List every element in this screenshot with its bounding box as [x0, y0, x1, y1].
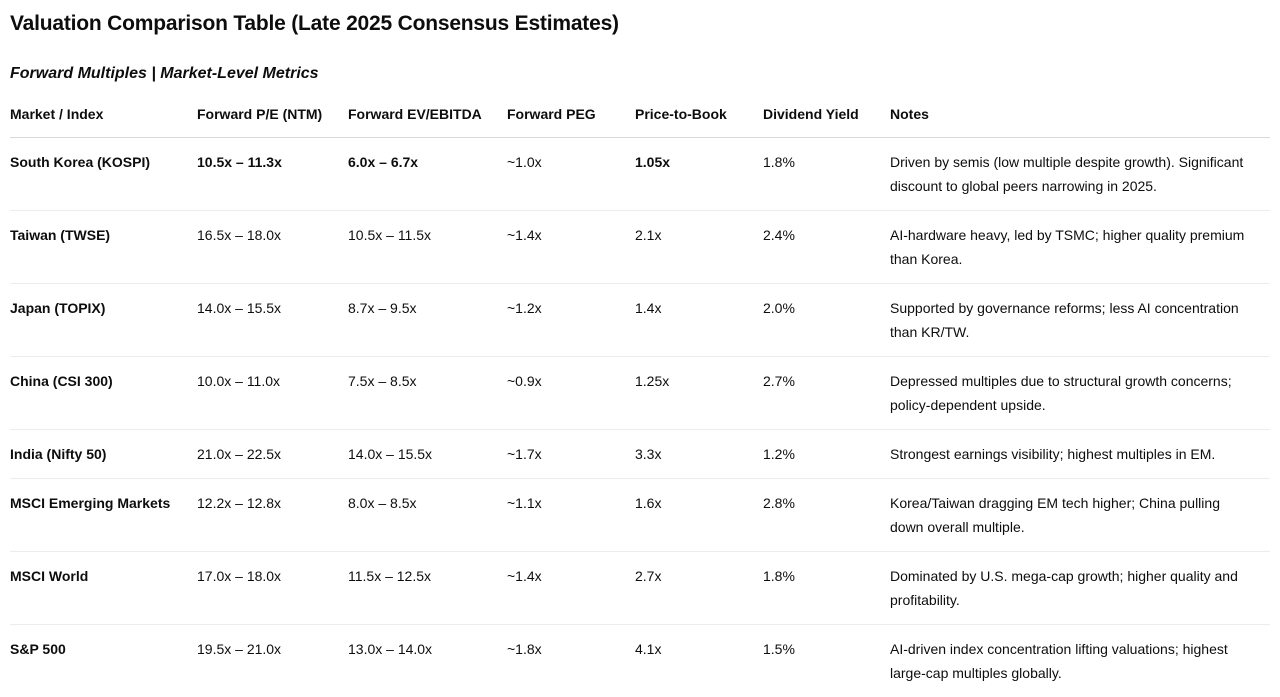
cell-price-to-book: 2.7x [635, 552, 763, 625]
cell-dividend-yield: 2.4% [763, 211, 890, 284]
cell-dividend-yield: 2.8% [763, 479, 890, 552]
cell-market: South Korea (KOSPI) [10, 138, 197, 211]
cell-notes: Korea/Taiwan dragging EM tech higher; Ch… [890, 479, 1270, 552]
cell-dividend-yield: 1.2% [763, 430, 890, 479]
cell-forward-pe: 16.5x – 18.0x [197, 211, 348, 284]
cell-forward-peg: ~1.1x [507, 479, 635, 552]
cell-notes: AI-hardware heavy, led by TSMC; higher q… [890, 211, 1270, 284]
cell-forward-pe: 14.0x – 15.5x [197, 284, 348, 357]
column-header-market: Market / Index [10, 94, 197, 138]
cell-market: China (CSI 300) [10, 357, 197, 430]
column-header-price-to-book: Price-to-Book [635, 94, 763, 138]
cell-forward-ev-ebitda: 6.0x – 6.7x [348, 138, 507, 211]
cell-price-to-book: 2.1x [635, 211, 763, 284]
cell-market: MSCI Emerging Markets [10, 479, 197, 552]
column-header-forward-pe: Forward P/E (NTM) [197, 94, 348, 138]
cell-forward-pe: 21.0x – 22.5x [197, 430, 348, 479]
cell-forward-peg: ~1.2x [507, 284, 635, 357]
page-subtitle: Forward Multiples | Market-Level Metrics [10, 63, 1270, 84]
cell-forward-peg: ~1.4x [507, 211, 635, 284]
cell-price-to-book: 1.05x [635, 138, 763, 211]
cell-forward-ev-ebitda: 11.5x – 12.5x [348, 552, 507, 625]
page-title: Valuation Comparison Table (Late 2025 Co… [10, 10, 1270, 38]
cell-dividend-yield: 2.7% [763, 357, 890, 430]
cell-forward-pe: 10.5x – 11.3x [197, 138, 348, 211]
cell-dividend-yield: 1.8% [763, 552, 890, 625]
cell-forward-pe: 17.0x – 18.0x [197, 552, 348, 625]
cell-forward-pe: 12.2x – 12.8x [197, 479, 348, 552]
cell-forward-ev-ebitda: 13.0x – 14.0x [348, 625, 507, 697]
cell-notes: Driven by semis (low multiple despite gr… [890, 138, 1270, 211]
cell-price-to-book: 1.4x [635, 284, 763, 357]
cell-market: MSCI World [10, 552, 197, 625]
cell-price-to-book: 4.1x [635, 625, 763, 697]
cell-notes: Dominated by U.S. mega-cap growth; highe… [890, 552, 1270, 625]
cell-market: India (Nifty 50) [10, 430, 197, 479]
cell-market: Taiwan (TWSE) [10, 211, 197, 284]
cell-price-to-book: 3.3x [635, 430, 763, 479]
cell-market: Japan (TOPIX) [10, 284, 197, 357]
column-header-notes: Notes [890, 94, 1270, 138]
column-header-forward-peg: Forward PEG [507, 94, 635, 138]
cell-price-to-book: 1.6x [635, 479, 763, 552]
cell-notes: Depressed multiples due to structural gr… [890, 357, 1270, 430]
cell-forward-pe: 19.5x – 21.0x [197, 625, 348, 697]
cell-dividend-yield: 2.0% [763, 284, 890, 357]
cell-forward-pe: 10.0x – 11.0x [197, 357, 348, 430]
cell-forward-ev-ebitda: 8.7x – 9.5x [348, 284, 507, 357]
column-header-forward-ev-ebitda: Forward EV/EBITDA [348, 94, 507, 138]
cell-forward-peg: ~1.7x [507, 430, 635, 479]
column-header-dividend-yield: Dividend Yield [763, 94, 890, 138]
cell-notes: Strongest earnings visibility; highest m… [890, 430, 1270, 479]
cell-forward-peg: ~0.9x [507, 357, 635, 430]
cell-dividend-yield: 1.5% [763, 625, 890, 697]
cell-forward-ev-ebitda: 8.0x – 8.5x [348, 479, 507, 552]
cell-forward-ev-ebitda: 7.5x – 8.5x [348, 357, 507, 430]
cell-forward-ev-ebitda: 10.5x – 11.5x [348, 211, 507, 284]
cell-forward-ev-ebitda: 14.0x – 15.5x [348, 430, 507, 479]
cell-dividend-yield: 1.8% [763, 138, 890, 211]
cell-market: S&P 500 [10, 625, 197, 697]
cell-notes: Supported by governance reforms; less AI… [890, 284, 1270, 357]
cell-notes: AI-driven index concentration lifting va… [890, 625, 1270, 697]
cell-forward-peg: ~1.4x [507, 552, 635, 625]
cell-price-to-book: 1.25x [635, 357, 763, 430]
cell-forward-peg: ~1.8x [507, 625, 635, 697]
cell-forward-peg: ~1.0x [507, 138, 635, 211]
